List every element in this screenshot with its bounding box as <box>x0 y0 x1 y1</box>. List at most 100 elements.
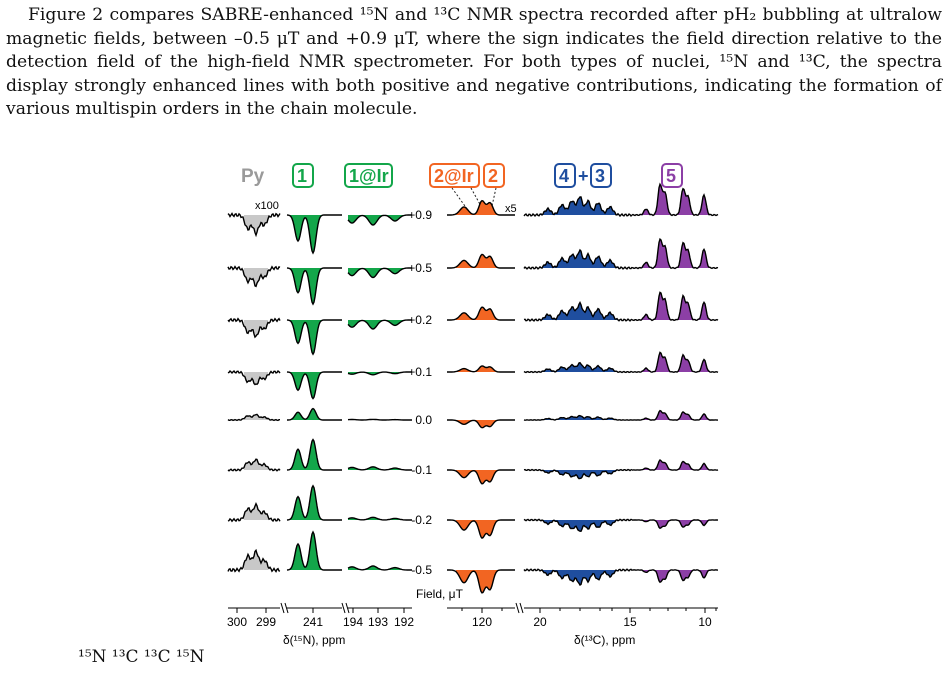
peak-fill-py-0 <box>244 215 268 236</box>
n-tick-label: 241 <box>303 615 323 629</box>
trace-py-5 <box>227 458 281 472</box>
trace-c2-6 <box>447 519 515 539</box>
peak-fill-py-2 <box>244 320 268 338</box>
trace-py-4 <box>227 413 280 422</box>
peak-fill-c43-2 <box>538 302 628 321</box>
trace-c5-0 <box>631 182 719 217</box>
box-4 <box>554 163 576 188</box>
n-tick-label: 193 <box>368 615 388 629</box>
peak-fill-n1ir-0 <box>348 215 412 225</box>
trace-c2-1 <box>447 253 515 269</box>
c-axis-title: δ(¹³C), ppm <box>574 633 635 647</box>
tick-labels: 300 299 241 194 193 192 120 20 15 10 <box>227 615 712 629</box>
trace-py-3 <box>227 369 281 386</box>
trace-c5-7 <box>632 569 718 584</box>
spectra-traces <box>227 182 719 594</box>
peak-fill-py-5 <box>244 459 268 470</box>
trace-n1-0 <box>286 214 342 255</box>
label-4: 4 <box>559 166 569 186</box>
tick-marks <box>236 608 717 613</box>
paragraph-text: Figure 2 compares SABRE-enhanced ¹⁵N and… <box>6 5 942 120</box>
trace-py-1 <box>227 265 281 288</box>
trace-c5-6 <box>631 519 719 530</box>
field-label: -0.5 <box>411 563 432 577</box>
n-tick-label: 300 <box>227 615 247 629</box>
caption-fragment: ¹⁵N ¹³C ¹³C ¹⁵N <box>78 647 205 667</box>
peak-fill-c43-3 <box>538 362 628 373</box>
peak-fill-c5-2 <box>640 292 716 321</box>
c-tick-label: 120 <box>472 615 492 629</box>
trace-c2-4 <box>447 419 515 429</box>
label-py: Py <box>241 166 265 187</box>
label-2: 2 <box>488 166 498 186</box>
axis-breaks <box>280 602 524 614</box>
trace-n1ir-2 <box>347 319 412 330</box>
trace-n1-1 <box>286 267 342 306</box>
trace-n1ir-7 <box>347 565 412 571</box>
dash-2 <box>491 187 497 207</box>
trace-c43-0 <box>523 196 633 218</box>
trace-py-2 <box>227 317 281 339</box>
c-tick-label: 10 <box>698 615 712 629</box>
peak-fill-c5-1 <box>640 239 716 269</box>
trace-c5-2 <box>631 291 719 322</box>
trace-py-6 <box>227 501 281 523</box>
box-2 <box>483 163 505 188</box>
label-x100: x100 <box>255 200 279 212</box>
box-1ir <box>344 163 393 188</box>
n-tick-label: 192 <box>394 615 414 629</box>
trace-n1ir-5 <box>347 466 412 471</box>
peak-fill-c43-0 <box>538 197 628 216</box>
trace-c43-1 <box>523 248 633 270</box>
label-1ir: 1@Ir <box>349 166 389 186</box>
c-tick-label: 15 <box>623 615 637 629</box>
trace-c43-4 <box>523 414 633 421</box>
n-tick-label: 194 <box>343 615 363 629</box>
field-label: +0.5 <box>408 261 432 275</box>
trace-c43-3 <box>523 361 633 374</box>
trace-py-0 <box>227 212 281 238</box>
peak-fill-c5-7 <box>640 569 716 583</box>
peak-fill-c5-4 <box>640 410 716 421</box>
peak-fill-n1ir-5 <box>348 466 412 470</box>
n-tick-label: 299 <box>256 615 276 629</box>
trace-py-7 <box>227 548 281 573</box>
peak-fill-py-4 <box>244 414 268 420</box>
field-label: 0.0 <box>415 413 432 427</box>
trace-c43-6 <box>523 518 633 533</box>
trace-n1-7 <box>286 530 342 571</box>
field-axis-label: Field, μT <box>416 587 464 601</box>
field-label: -0.2 <box>411 513 432 527</box>
peak-fill-n1ir-2 <box>348 320 412 329</box>
intro-paragraph: Figure 2 compares SABRE-enhanced ¹⁵N and… <box>6 4 942 122</box>
peak-fill-py-7 <box>244 550 268 570</box>
peak-fill-n1ir-6 <box>348 517 412 520</box>
trace-n1ir-3 <box>347 371 412 376</box>
trace-n1ir-4 <box>347 418 412 421</box>
trace-c2-7 <box>447 569 515 594</box>
peak-fill-py-6 <box>244 503 268 520</box>
peak-fill-n1ir-3 <box>348 372 412 375</box>
label-3: 3 <box>595 166 605 186</box>
peak-fill-c5-0 <box>640 184 716 216</box>
field-labels: +0.9 +0.5 +0.2 +0.1 0.0 -0.1 -0.2 -0.5 <box>408 208 432 577</box>
trace-n1-4 <box>287 407 342 421</box>
trace-c43-2 <box>523 300 633 322</box>
box-3 <box>590 163 612 188</box>
trace-c43-7 <box>523 568 633 586</box>
label-plus: + <box>578 166 589 186</box>
peak-fill-n1ir-1 <box>348 268 412 278</box>
peak-fill-py-3 <box>244 372 268 385</box>
trace-n1ir-6 <box>347 516 412 521</box>
trace-c2-5 <box>447 469 515 485</box>
peak-fill-n1ir-7 <box>348 566 412 570</box>
compound-labels: Py 1 1@Ir 2@Ir 2 4 + 3 5 x100 x5 <box>241 163 683 215</box>
label-5: 5 <box>666 166 676 186</box>
field-label: +0.1 <box>408 365 432 379</box>
label-2ir: 2@Ir <box>434 166 474 186</box>
trace-n1-6 <box>286 484 342 521</box>
box-5 <box>661 163 683 188</box>
trace-c5-4 <box>632 409 718 421</box>
box-1 <box>292 163 314 188</box>
